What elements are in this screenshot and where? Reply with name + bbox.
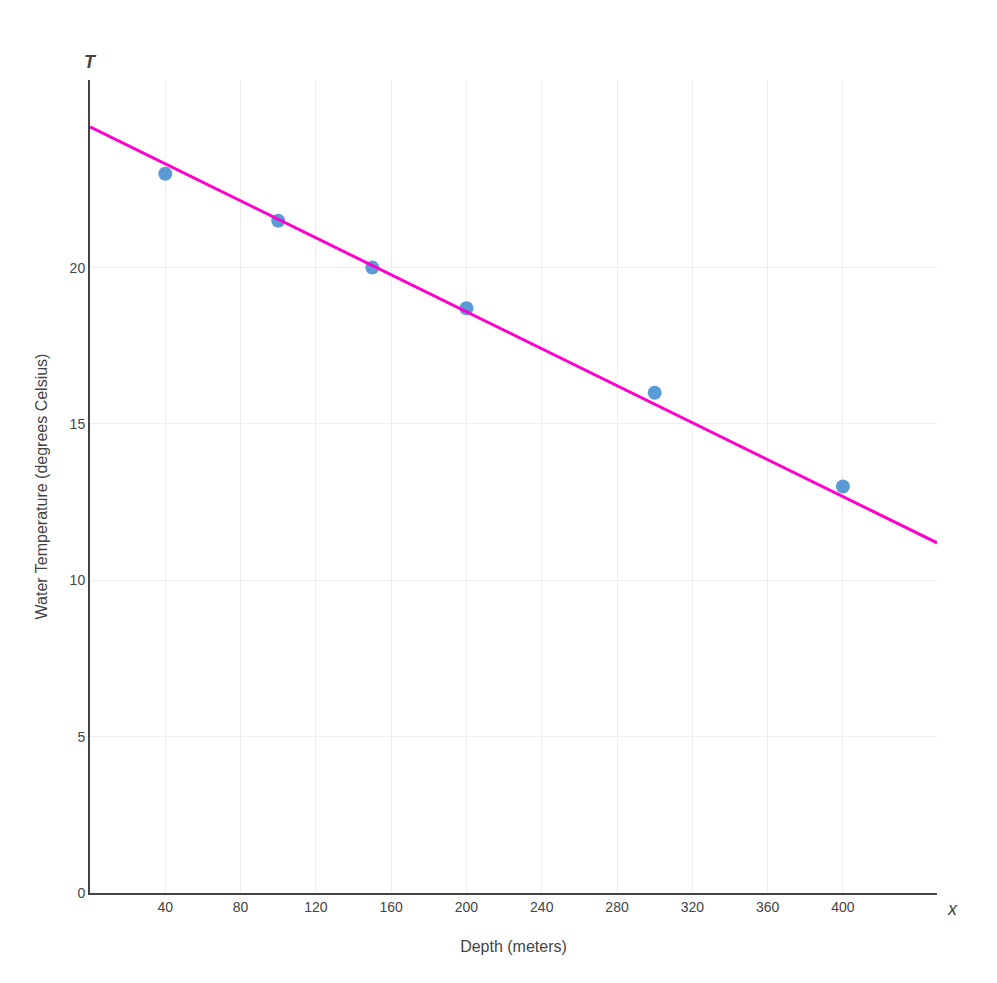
svg-text:20: 20: [70, 260, 86, 276]
svg-text:T: T: [84, 52, 97, 72]
svg-text:360: 360: [756, 899, 780, 915]
svg-text:5: 5: [77, 729, 85, 745]
svg-text:160: 160: [379, 899, 403, 915]
svg-text:120: 120: [304, 899, 328, 915]
svg-text:200: 200: [455, 899, 479, 915]
svg-text:80: 80: [233, 899, 249, 915]
svg-text:10: 10: [70, 572, 86, 588]
svg-text:40: 40: [158, 899, 174, 915]
svg-text:280: 280: [605, 899, 629, 915]
svg-text:400: 400: [831, 899, 855, 915]
svg-text:320: 320: [681, 899, 705, 915]
svg-text:240: 240: [530, 899, 554, 915]
svg-text:15: 15: [70, 416, 86, 432]
svg-text:0: 0: [77, 885, 85, 901]
svg-text:x: x: [947, 899, 958, 919]
svg-text:Water Temperature (degrees Cel: Water Temperature (degrees Celsius): [33, 354, 50, 620]
svg-text:Depth (meters): Depth (meters): [460, 938, 567, 955]
